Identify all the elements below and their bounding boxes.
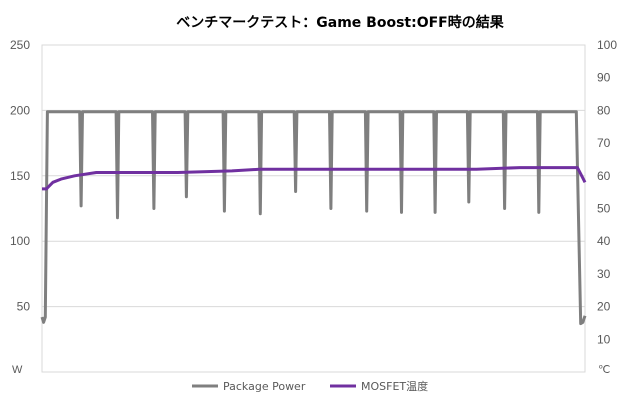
right-tick-label: 40 <box>597 234 611 248</box>
left-tick-label: 100 <box>10 234 30 248</box>
plot-area-frame <box>41 44 586 373</box>
series-line-mosfet-temp <box>42 166 587 191</box>
legend-label-mosfet-temp: MOSFET温度 <box>361 379 428 393</box>
right-tick-label: 70 <box>597 136 611 150</box>
right-axis-unit: ℃ <box>598 364 610 376</box>
left-tick-label: 200 <box>10 103 30 117</box>
series-layer <box>40 110 587 326</box>
right-tick-label: 100 <box>597 38 617 52</box>
right-tick-label: 80 <box>597 103 611 117</box>
left-axis-unit: W <box>12 364 23 376</box>
legend-label-package-power: Package Power <box>223 380 306 393</box>
chart-title: ベンチマークテスト：Game Boost:OFF時の結果 <box>176 14 504 31</box>
right-tick-label: 10 <box>597 332 611 346</box>
right-tick-label: 90 <box>597 71 611 85</box>
right-tick-label: 20 <box>597 300 611 314</box>
right-tick-label: 60 <box>597 169 611 183</box>
right-axis-ticks: 10 20 30 40 50 60 70 80 90 100 <box>597 38 617 346</box>
left-tick-label: 50 <box>17 300 31 314</box>
left-tick-label: 150 <box>10 169 30 183</box>
right-tick-label: 50 <box>597 202 611 216</box>
series-line-package-power <box>40 110 587 326</box>
left-tick-label: 250 <box>10 38 30 52</box>
right-tick-label: 30 <box>597 267 611 281</box>
left-axis-ticks: 50 100 150 200 250 <box>10 38 30 314</box>
legend-item-package-power: Package Power <box>192 380 306 393</box>
legend-item-mosfet-temp: MOSFET温度 <box>330 379 428 393</box>
legend: Package Power MOSFET温度 <box>192 379 428 393</box>
